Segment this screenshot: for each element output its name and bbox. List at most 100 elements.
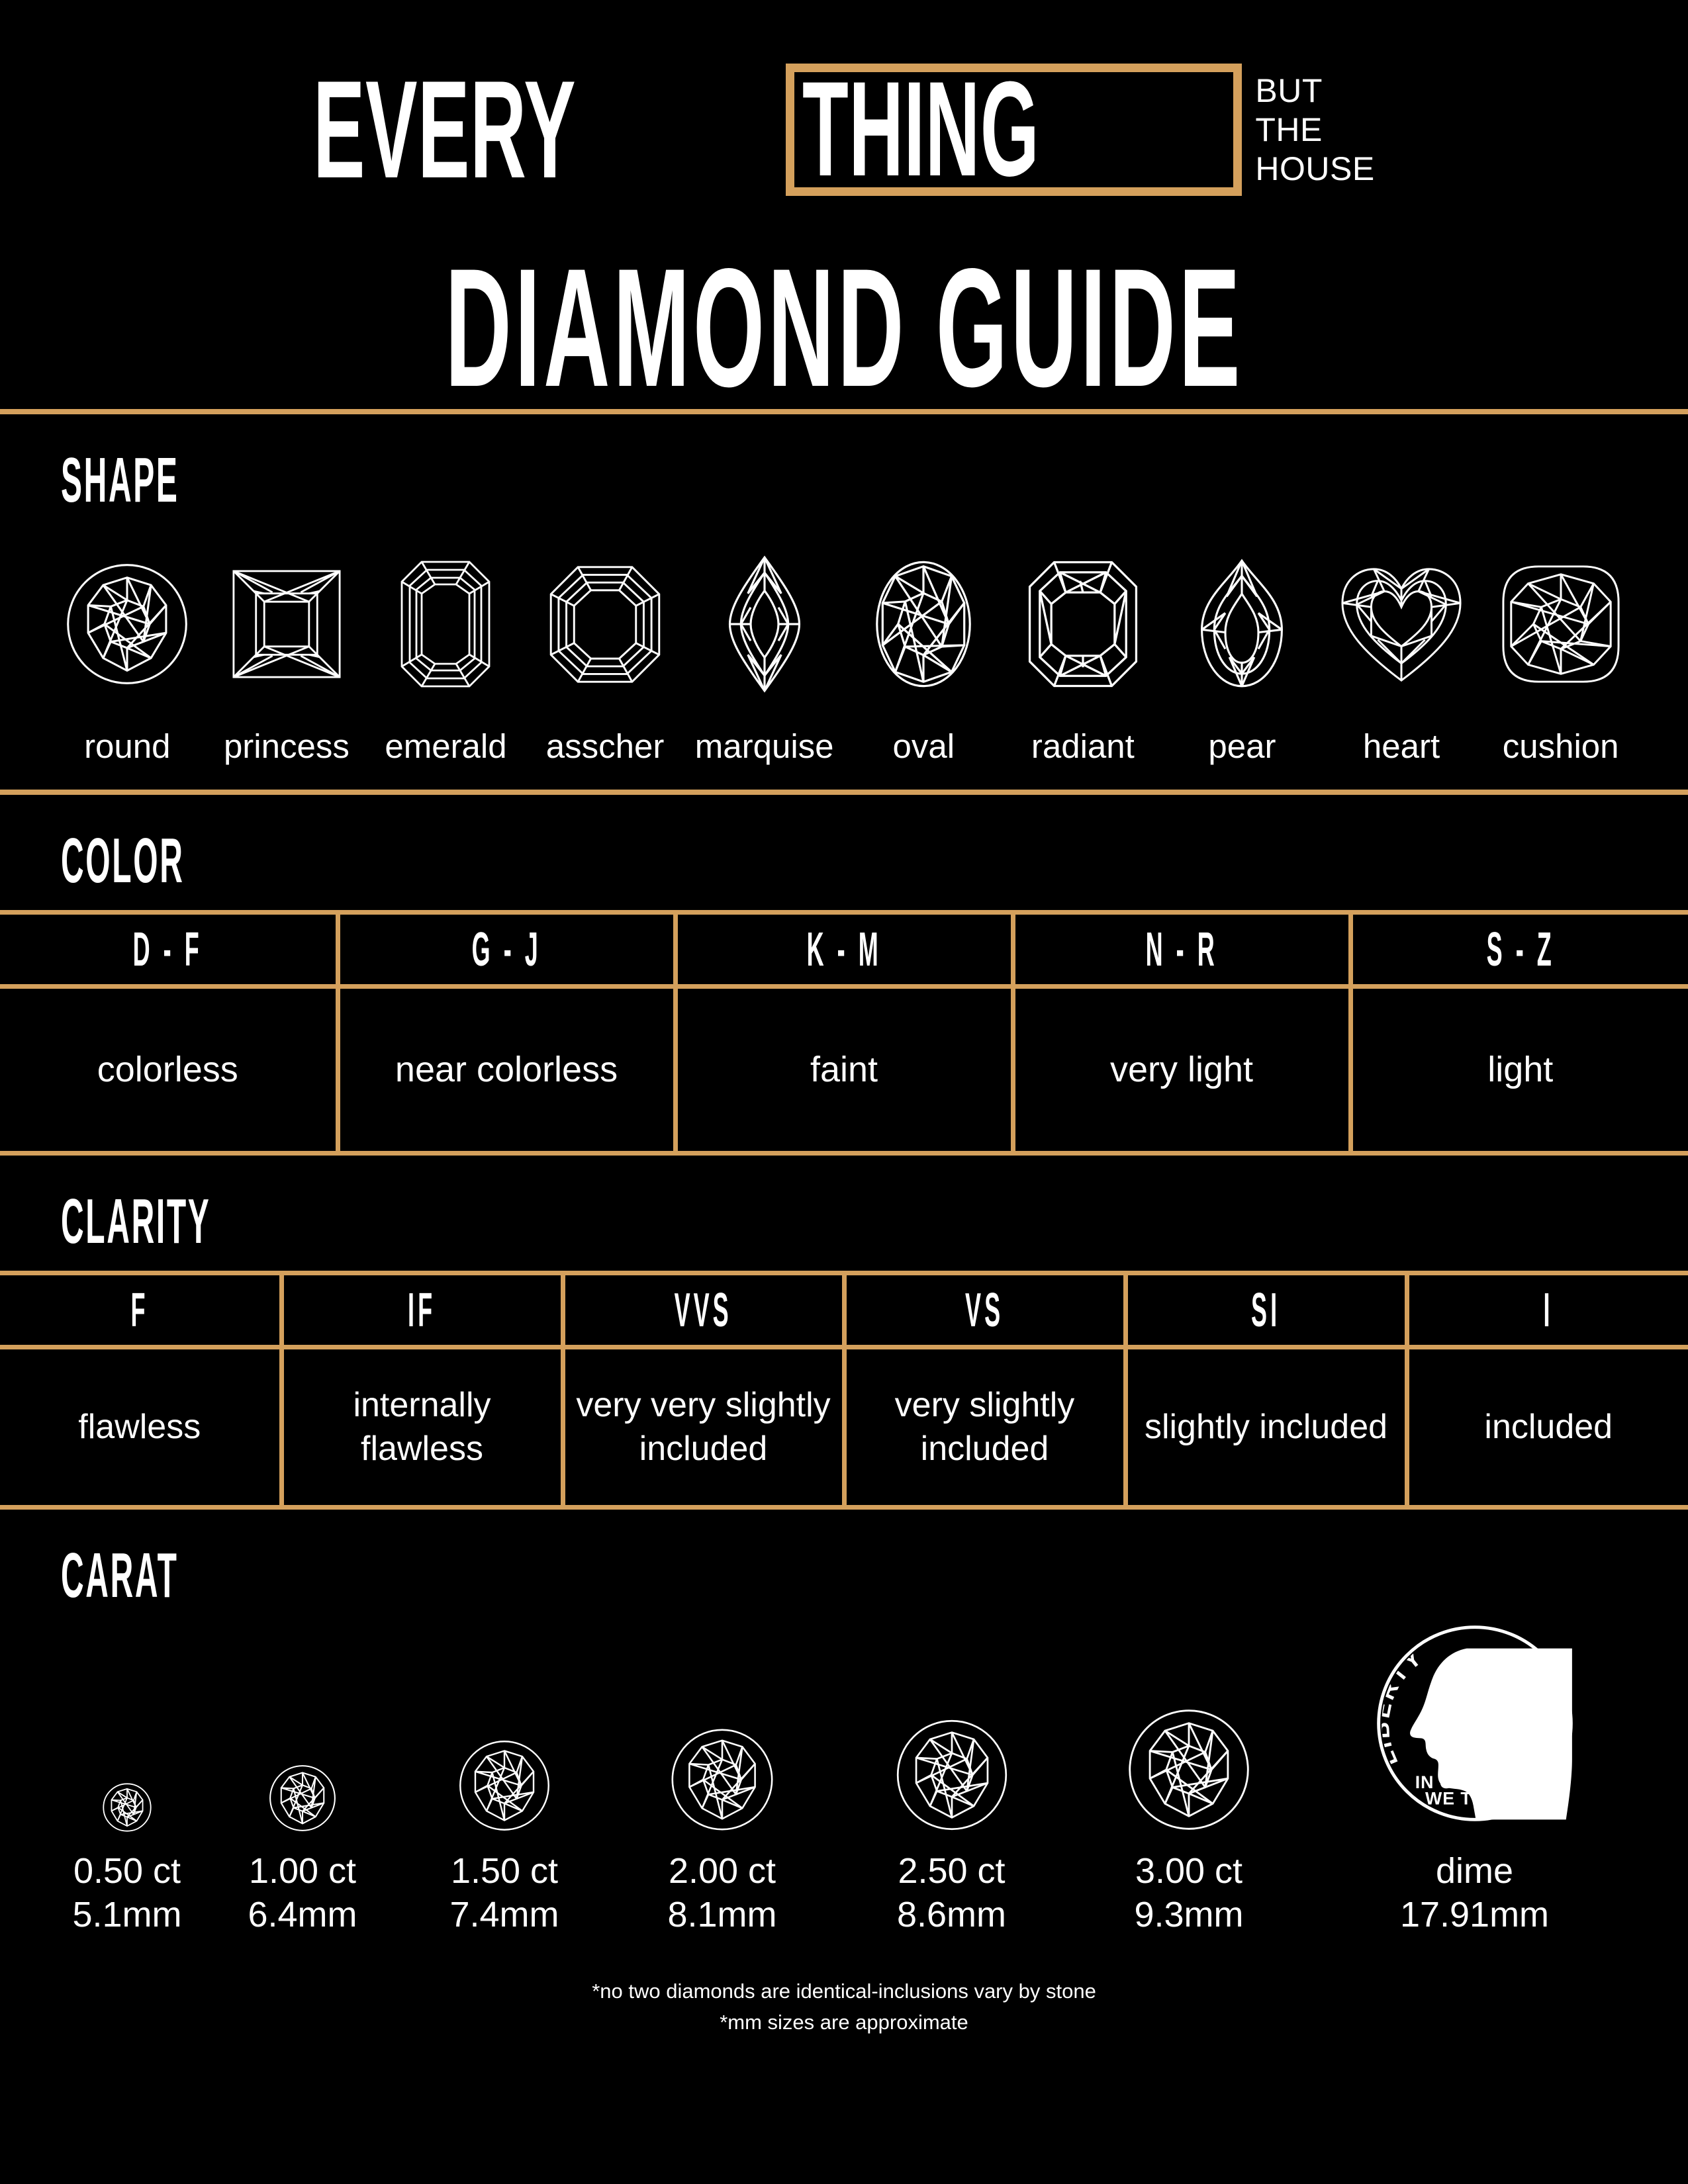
shape-label-princess: princess (223, 727, 350, 765)
carat-weight-0: 0.50 ct (73, 1851, 181, 1891)
table-row: flawless internally flawless very very s… (0, 1347, 1688, 1510)
carat-size-4: 8.6mm (896, 1894, 1007, 1934)
shape-label-cushion: cushion (1502, 727, 1619, 765)
brand-logo: EVERY THING BUT THE HOUSE (0, 0, 1688, 199)
color-desc-3: very light (1109, 1050, 1254, 1090)
brand-tagline-house: HOUSE (1255, 150, 1375, 187)
oval-diamond-icon (871, 541, 976, 707)
clarity-desc-1: internally flawless (353, 1385, 491, 1468)
carat-item-3[interactable]: 2.00 ct 8.1mm (610, 1634, 834, 1937)
table-header-cell: G - J (335, 910, 675, 989)
carat-item-1[interactable]: 1.00 ct 6.4mm (207, 1634, 399, 1937)
page-title: DIAMOND GUIDE (0, 234, 1688, 422)
clarity-desc-3: very slightly included (894, 1385, 1075, 1468)
section-heading-clarity: CLARITY (61, 1186, 211, 1257)
carat-label-4: 2.50 ct 8.6mm (897, 1850, 1006, 1937)
color-desc-1: near colorless (395, 1050, 618, 1090)
table-header-row: F IF VVS VS SI I (0, 1271, 1688, 1349)
table-cell: slightly included (1123, 1347, 1407, 1510)
shape-item-pear[interactable]: pear (1162, 541, 1322, 766)
color-grade-4: S - Z (1486, 923, 1555, 976)
shape-label-radiant: radiant (1031, 727, 1135, 765)
shape-item-round[interactable]: round (48, 541, 207, 766)
round-diamond-icon (669, 1634, 775, 1833)
clarity-grade-0: F (130, 1283, 149, 1337)
carat-item-dime[interactable]: LIBERTY IN GOD WE TRUST 2022 dime 17.91m… (1309, 1614, 1640, 1937)
shape-label-marquise: marquise (694, 727, 834, 765)
asscher-diamond-icon (545, 541, 665, 707)
carat-item-2[interactable]: 1.50 ct 7.4mm (399, 1634, 610, 1937)
marquise-diamond-icon (722, 541, 808, 707)
table-cell: flawless (0, 1347, 281, 1510)
carat-label-5: 3.00 ct 9.3mm (1134, 1850, 1243, 1937)
shape-item-marquise[interactable]: marquise (684, 541, 844, 766)
section-heading-clarity-wrap: CLARITY (0, 1156, 1688, 1253)
radiant-diamond-icon (1025, 541, 1141, 707)
table-header-cell: K - M (673, 910, 1013, 989)
carat-label-3: 2.00 ct 8.1mm (667, 1850, 776, 1937)
clarity-grade-3: VS (965, 1283, 1004, 1337)
shape-item-oval[interactable]: oval (844, 541, 1004, 766)
dime-year-text: 2022 (1509, 1784, 1552, 1804)
carat-item-5[interactable]: 3.00 ct 9.3mm (1069, 1634, 1309, 1937)
shape-item-heart[interactable]: heart (1322, 541, 1481, 766)
shape-item-princess[interactable]: princess (207, 541, 367, 766)
shape-item-asscher[interactable]: asscher (526, 541, 685, 766)
shape-label-round: round (84, 727, 171, 765)
table-row: colorless near colorless faint very ligh… (0, 986, 1688, 1156)
table-header-cell: F (0, 1271, 281, 1349)
page-title-text: DIAMOND GUIDE (445, 234, 1243, 422)
table-cell: very light (1010, 986, 1350, 1156)
emerald-diamond-icon (393, 541, 498, 707)
table-header-row: D - F G - J K - M N - R S - Z (0, 910, 1688, 989)
brand-word-thing: THING (802, 62, 1226, 197)
shape-item-cushion[interactable]: cushion (1481, 541, 1640, 766)
dime-coin-icon: LIBERTY IN GOD WE TRUST 2022 (1374, 1614, 1576, 1833)
clarity-grade-4: SI (1251, 1283, 1281, 1337)
table-cell: colorless (0, 986, 338, 1156)
shape-item-emerald[interactable]: emerald (366, 541, 526, 766)
divider-rule-shape-bottom (0, 790, 1688, 795)
round-diamond-icon (1126, 1634, 1252, 1833)
carat-item-4[interactable]: 2.50 ct 8.6mm (834, 1634, 1069, 1937)
table-cell: internally flawless (279, 1347, 563, 1510)
table-header-cell: D - F (0, 910, 338, 989)
table-header-cell: I (1404, 1271, 1688, 1349)
carat-item-0[interactable]: 0.50 ct 5.1mm (48, 1634, 207, 1937)
table-header-cell: IF (279, 1271, 563, 1349)
brand-thing-box: THING (785, 62, 1243, 197)
clarity-grade-5: I (1543, 1283, 1554, 1337)
table-header-cell: N - R (1010, 910, 1350, 989)
shape-label-asscher: asscher (545, 727, 665, 765)
table-cell: very very slightly included (560, 1347, 844, 1510)
dime-motto-line-1: IN GOD (1415, 1772, 1481, 1792)
color-grade-3: N - R (1145, 923, 1218, 976)
shape-label-heart: heart (1362, 727, 1440, 765)
footnote-line-2: *mm sizes are approximate (720, 2010, 968, 2034)
round-diamond-icon (268, 1634, 337, 1833)
footnote-line-1: *no two diamonds are identical-inclusion… (592, 1979, 1096, 2003)
clarity-grade-2: VVS (674, 1283, 733, 1337)
clarity-desc-4: slightly included (1144, 1407, 1388, 1446)
shape-label-emerald: emerald (385, 727, 507, 765)
clarity-grade-1: IF (408, 1283, 436, 1337)
footnotes: *no two diamonds are identical-inclusion… (0, 1976, 1688, 2038)
round-diamond-icon (102, 1634, 152, 1833)
clarity-desc-0: flawless (78, 1407, 201, 1446)
section-heading-carat-wrap: CARAT (0, 1510, 1688, 1608)
table-cell: near colorless (335, 986, 675, 1156)
section-color: COLOR D - F G - J K - M N - R S - Z colo… (0, 795, 1688, 1156)
table-cell: light (1348, 986, 1688, 1156)
carat-size-3: 8.1mm (667, 1894, 777, 1934)
color-grade-0: D - F (132, 923, 203, 976)
shape-item-radiant[interactable]: radiant (1004, 541, 1163, 766)
table-cell: included (1404, 1347, 1688, 1510)
section-heading-color-wrap: COLOR (0, 795, 1688, 893)
section-shape: SHAPE round (0, 414, 1688, 790)
carat-size-1: 6.4mm (248, 1894, 357, 1934)
section-carat: CARAT 0.50 ct 5.1mm (0, 1510, 1688, 1937)
carat-weight-4: 2.50 ct (898, 1851, 1006, 1891)
table-cell: faint (673, 986, 1013, 1156)
color-desc-2: faint (810, 1050, 878, 1090)
carat-weight-dime: dime (1435, 1851, 1514, 1891)
